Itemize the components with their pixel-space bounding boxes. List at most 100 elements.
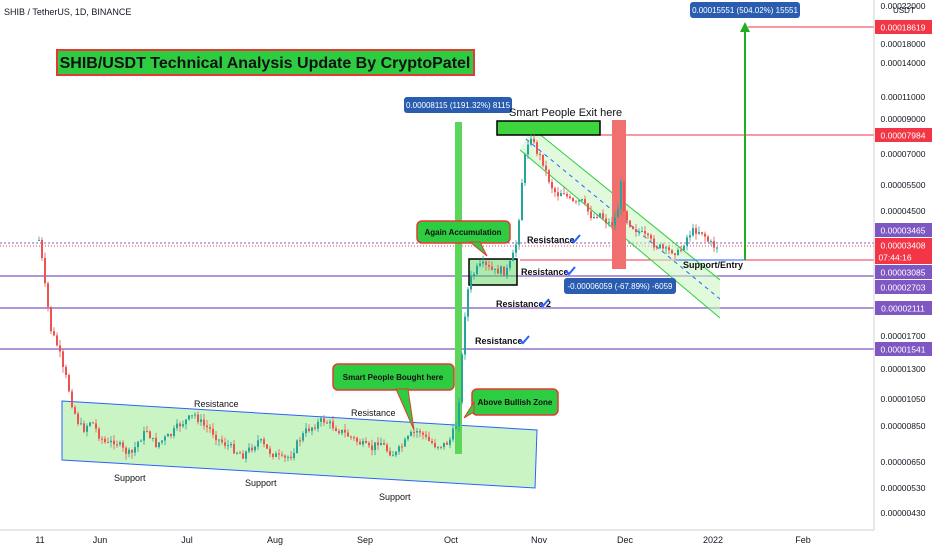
candle-body [152,437,154,439]
badge-2703: 0.00002703 [875,280,932,294]
candle-body [539,153,541,155]
y-tick-label: 0.00014000 [881,58,926,68]
candle-body [356,437,358,442]
badge-7984: 0.00007984 [875,128,932,142]
candle-body [704,233,706,237]
candle-body [488,264,490,267]
candle-body [659,244,661,249]
time-axis[interactable] [0,530,874,550]
candle-body [299,440,301,442]
smart-exit-box[interactable] [496,120,601,136]
candle-body [311,427,313,432]
candle-body [437,446,439,448]
candle-body [458,402,460,427]
candle-body [212,428,214,435]
candle-body [365,441,367,443]
candle-body [113,440,115,445]
candle-body [50,306,52,332]
candle-body [404,439,406,447]
symbol-header: SHIB / TetherUS, 1D, BINANCE [4,7,131,17]
candle-body [461,354,463,403]
candle-body [494,268,496,270]
badge-2703-label: 0.00002703 [881,283,926,293]
candle-body [173,428,175,436]
check-icon [539,298,550,308]
candle-body [278,453,280,455]
candle-body [161,440,163,443]
candle-body [692,228,694,236]
candle-body [377,442,379,446]
candle-body [644,230,646,234]
candle-body [605,218,607,224]
resistance-check-label-2: Resistance [521,267,569,277]
resistance-label-1: Resistance [194,399,239,409]
x-tick-label: Nov [531,535,548,545]
candle-body [197,414,199,422]
candle-body [533,138,535,143]
candle-body [383,443,385,445]
candle-body [329,421,331,424]
candle-body [596,217,598,219]
candle-body [182,424,184,427]
candle-body [551,182,553,189]
candle-body [677,249,679,256]
candle-body [485,261,487,265]
above-bullish-callout: Above Bullish Zone [463,388,559,419]
again-accumulation-label: Again Accumulation [424,228,501,237]
candle-body [89,422,91,426]
candle-body [371,445,373,451]
support-entry-label: Support/Entry [683,260,743,270]
candle-body [482,261,484,264]
candle-body [446,442,448,445]
candle-body [395,451,397,456]
candle-body [239,452,241,454]
candle-body [578,200,580,202]
title-banner-box [56,49,475,76]
candle-body [236,452,238,454]
candle-body [647,233,649,236]
candle-body [452,428,454,440]
candle-body [137,441,139,448]
x-tick-label: Jun [93,535,108,545]
y-tick-label: 0.00022000 [881,1,926,11]
y-tick-label: 0.00000430 [881,508,926,518]
candle-body [221,439,223,443]
candle-body [413,431,415,433]
candle-body [41,239,43,258]
candle-body [380,443,382,446]
candle-body [599,213,601,218]
accumulation-channel[interactable] [61,400,538,489]
resistance-2-label: Resistance 2 [496,299,551,309]
support-label-2: Support [245,478,277,488]
candle-body [110,440,112,443]
badge-3085: 0.00003085 [875,265,932,279]
candle-body [632,226,634,230]
candle-body [308,428,310,432]
candle-body [443,442,445,448]
candle-body [476,265,478,275]
axis-currency: USDT [893,6,915,15]
candle-body [431,440,433,444]
badge-countdown-label: 07:44:16 [878,253,911,263]
candle-body [185,419,187,425]
candle-body [530,138,532,145]
candle-body [629,220,631,227]
candle-body [170,433,172,436]
candle-body [125,447,127,454]
candle-body [80,423,82,425]
support-label-1: Support [114,473,146,483]
candle-body [569,196,571,199]
candle-body [374,442,376,451]
candle-body [575,201,577,203]
badge-target-label: 0.00018619 [881,23,926,33]
candle-body [116,444,118,446]
badge-1541-label: 0.00001541 [881,345,926,355]
candle-body [410,431,412,436]
candle-body [164,436,166,441]
measure-badge-target-label: 0.00015551 (504.02%) 15551 [692,6,798,15]
candle-body [497,268,499,274]
candle-body [560,193,562,197]
candle-body [464,316,466,355]
candle-body [95,423,97,429]
